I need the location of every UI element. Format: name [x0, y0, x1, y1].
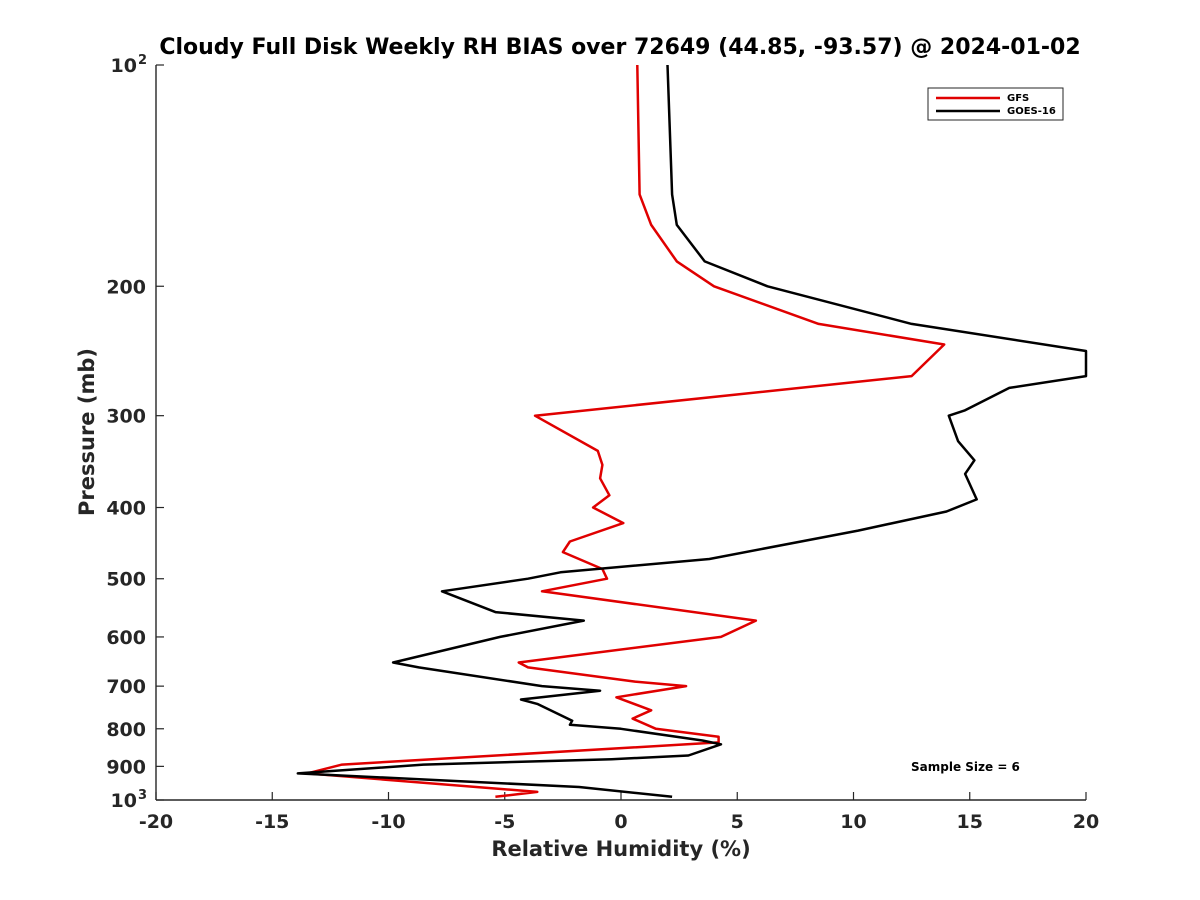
sample-size-annotation: Sample Size = 6 [911, 760, 1020, 774]
y-tick-label: 700 [106, 676, 146, 698]
plot-area [155, 65, 1086, 801]
x-tick-label: 20 [1073, 811, 1099, 833]
x-axis-ticks: -20 -15 -10 -5 0 5 10 15 20 [139, 792, 1099, 833]
y-tick-label: 900 [106, 756, 146, 778]
chart-title: Cloudy Full Disk Weekly RH BIAS over 726… [159, 35, 1080, 60]
y-tick-label: 500 [106, 569, 146, 591]
series-line-gfs [305, 64, 946, 799]
y-tick-label: 10 [111, 790, 137, 812]
legend: GFS GOES-16 [927, 87, 1064, 121]
x-tick-label: 10 [840, 811, 866, 833]
series-line-goes16 [296, 64, 1088, 799]
y-axis-label: Pressure (mb) [75, 348, 99, 516]
x-tick-label: -5 [494, 811, 515, 833]
y-tick-exponent: 3 [138, 788, 147, 803]
x-tick-label: 5 [731, 811, 744, 833]
x-tick-label: -20 [139, 811, 173, 833]
y-tick-exponent: 2 [138, 53, 147, 68]
series-lines [296, 64, 1088, 799]
y-tick-label: 200 [106, 276, 146, 298]
y-tick-label: 400 [106, 498, 146, 520]
x-tick-label: 15 [957, 811, 983, 833]
y-tick-label: 800 [106, 719, 146, 741]
x-tick-label: 0 [614, 811, 627, 833]
x-axis-label: Relative Humidity (%) [491, 837, 750, 861]
x-tick-label: -15 [255, 811, 289, 833]
y-tick-label: 600 [106, 627, 146, 649]
legend-label-gfs: GFS [1007, 93, 1029, 104]
legend-box [927, 87, 1064, 121]
legend-label-goes16: GOES-16 [1007, 106, 1056, 117]
y-tick-label: 300 [106, 406, 146, 428]
x-tick-label: -10 [371, 811, 405, 833]
y-tick-label: 10 [111, 55, 137, 77]
